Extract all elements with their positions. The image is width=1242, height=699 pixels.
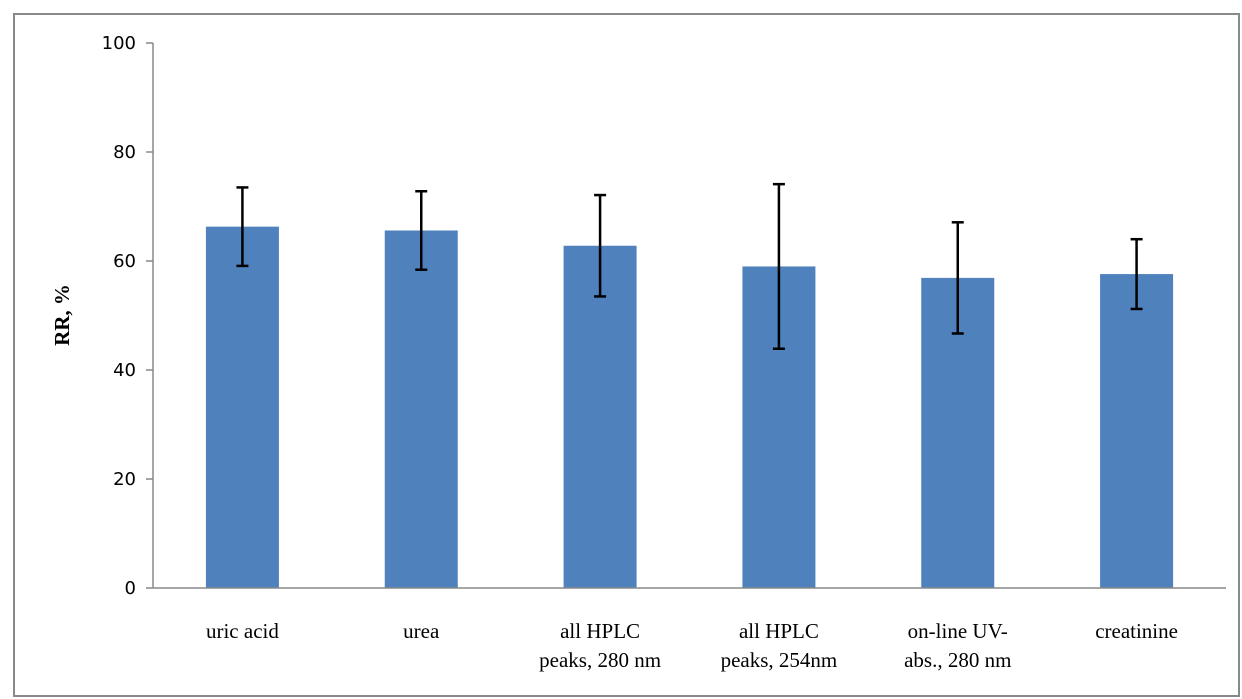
x-tick-label-line: peaks, 254nm [721, 648, 838, 672]
x-tick-label: creatinine [1095, 619, 1178, 643]
x-tick-label: all HPLC peaks, 280 nm [539, 619, 661, 672]
x-tick-label-line: creatinine [1095, 619, 1178, 643]
bars [205, 226, 1174, 589]
y-axis-title: RR, % [50, 284, 74, 346]
x-tick-label-line: all HPLC [560, 619, 640, 643]
x-tick-label-line: urea [403, 619, 440, 643]
y-tick-label: 20 [113, 469, 136, 490]
bar [384, 230, 458, 589]
y-tick-label: 60 [113, 251, 136, 272]
bar [205, 226, 279, 589]
y-axis-ticks: 0 20 40 60 80 100 [102, 33, 153, 599]
x-tick-label: urea [403, 619, 440, 643]
x-tick-label-line: abs., 280 nm [904, 648, 1011, 672]
bar [563, 245, 637, 589]
x-tick-label: uric acid [206, 619, 279, 643]
y-tick-label: 100 [102, 33, 136, 54]
y-tick-label: 0 [125, 578, 136, 599]
x-tick-label-line: on-line UV- [908, 619, 1008, 643]
x-tick-label-line: uric acid [206, 619, 279, 643]
x-tick-label: all HPLC peaks, 254nm [721, 619, 838, 672]
y-tick-label: 40 [113, 360, 136, 381]
x-tick-label: on-line UV-abs., 280 nm [904, 619, 1011, 672]
error-bars [236, 182, 1143, 350]
bar [1100, 274, 1174, 588]
y-tick-label: 80 [113, 142, 136, 163]
x-tick-label-line: all HPLC [739, 619, 819, 643]
x-tick-label-line: peaks, 280 nm [539, 648, 661, 672]
